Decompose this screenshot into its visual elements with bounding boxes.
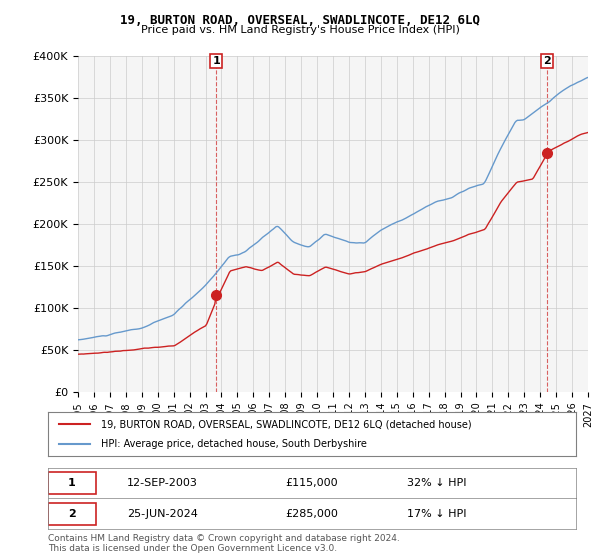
Text: 19, BURTON ROAD, OVERSEAL, SWADLINCOTE, DE12 6LQ (detached house): 19, BURTON ROAD, OVERSEAL, SWADLINCOTE, …	[101, 419, 472, 429]
Text: 2: 2	[68, 509, 76, 519]
FancyBboxPatch shape	[48, 503, 95, 525]
Text: HPI: Average price, detached house, South Derbyshire: HPI: Average price, detached house, Sout…	[101, 439, 367, 449]
Text: Contains HM Land Registry data © Crown copyright and database right 2024.
This d: Contains HM Land Registry data © Crown c…	[48, 534, 400, 553]
FancyBboxPatch shape	[48, 472, 95, 494]
Text: 17% ↓ HPI: 17% ↓ HPI	[407, 509, 467, 519]
Text: 1: 1	[212, 56, 220, 66]
Text: 12-SEP-2003: 12-SEP-2003	[127, 478, 198, 488]
Text: 19, BURTON ROAD, OVERSEAL, SWADLINCOTE, DE12 6LQ: 19, BURTON ROAD, OVERSEAL, SWADLINCOTE, …	[120, 14, 480, 27]
Text: 25-JUN-2024: 25-JUN-2024	[127, 509, 198, 519]
Text: 32% ↓ HPI: 32% ↓ HPI	[407, 478, 467, 488]
Text: £285,000: £285,000	[286, 509, 338, 519]
Text: 1: 1	[68, 478, 76, 488]
Text: 2: 2	[543, 56, 551, 66]
Text: £115,000: £115,000	[286, 478, 338, 488]
Text: Price paid vs. HM Land Registry's House Price Index (HPI): Price paid vs. HM Land Registry's House …	[140, 25, 460, 35]
